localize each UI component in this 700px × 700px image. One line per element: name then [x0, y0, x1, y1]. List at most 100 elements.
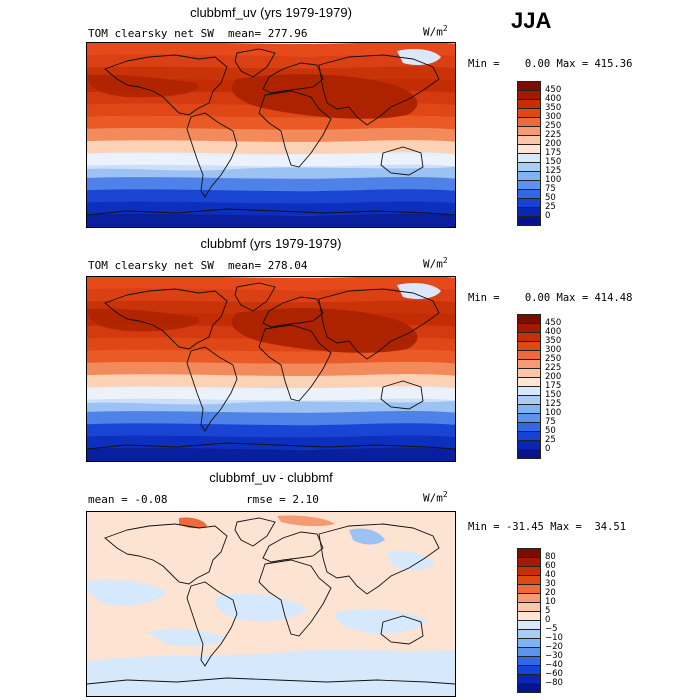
map-region-negative: [147, 629, 227, 646]
colorbar-label: 100: [545, 408, 562, 418]
map-hot-zone: [231, 74, 418, 119]
mean-value: mean= 277.96: [228, 27, 308, 40]
map-band: [87, 54, 455, 69]
map-band: [87, 213, 455, 227]
min-max-readout: Min = 0.00 Max = 414.48: [468, 292, 633, 304]
panel-title: clubbmf_uv (yrs 1979-1979): [190, 5, 352, 20]
coastline-africa: [258, 559, 332, 637]
colorbar-label: −5: [545, 624, 558, 634]
map-ice: [397, 49, 441, 65]
colorbar-label: 10: [545, 597, 556, 607]
colorbar-swatch: [517, 683, 541, 693]
colorbar-label: 80: [545, 552, 556, 562]
colorbar-label: 30: [545, 579, 556, 589]
coastline-south-america: [186, 112, 238, 198]
colorbar-label: 5: [545, 606, 551, 616]
coastline-antarctica: [87, 677, 455, 685]
mean-value: mean= 278.04: [228, 259, 308, 272]
colorbar-label: 20: [545, 588, 556, 598]
panel-title: clubbmf (yrs 1979-1979): [200, 236, 342, 251]
units-label: W/m2: [423, 24, 448, 39]
coastline-australia: [380, 615, 424, 645]
coastline-australia: [380, 380, 424, 410]
colorbar-label: −80: [545, 678, 563, 688]
map-band: [87, 277, 455, 291]
map-transition: [87, 153, 455, 171]
map-region-positive: [277, 515, 335, 527]
colorbar-label: 400: [545, 94, 562, 104]
coastline-europe: [262, 296, 324, 328]
map-band: [87, 115, 455, 130]
map-svg: [87, 277, 455, 461]
map-band: [87, 410, 455, 426]
coastline-south-america: [186, 346, 238, 432]
colorbar-label: −60: [545, 669, 563, 679]
coastline-antarctica: [87, 208, 455, 216]
map-band: [87, 189, 455, 204]
map-hot-zone: [87, 308, 199, 332]
colorbar-label: 75: [545, 184, 556, 194]
coastline-asia: [318, 523, 440, 595]
colorbar-label: 125: [545, 399, 562, 409]
colorbar-label: 0: [545, 615, 551, 625]
coastline-asia: [318, 288, 440, 360]
coastline-greenland: [234, 282, 276, 312]
min-max-readout: Min = 0.00 Max = 415.36: [468, 58, 633, 70]
map-band: [87, 423, 455, 438]
panel-title: clubbmf_uv - clubbmf: [209, 470, 333, 485]
map-region-negative: [214, 593, 307, 622]
colorbar-label: 0: [545, 444, 551, 454]
coastline-asia: [318, 54, 440, 126]
map-band: [87, 349, 455, 364]
map-region-negative: [87, 649, 455, 696]
map-ice: [397, 283, 441, 299]
colorbar-label: 40: [545, 570, 556, 580]
map-band: [87, 66, 455, 81]
colorbar-label: 125: [545, 166, 562, 176]
colorbar-label: 400: [545, 327, 562, 337]
colorbar-label: −40: [545, 660, 563, 670]
min-max-readout: Min = -31.45 Max = 34.51: [468, 521, 627, 533]
colorbar-label: 225: [545, 363, 562, 373]
map-region-negative: [335, 609, 427, 634]
map-band: [87, 300, 455, 315]
mean-value: mean = -0.08: [88, 493, 168, 506]
colorbar-label: 60: [545, 561, 556, 571]
map-band: [87, 447, 455, 461]
colorbar-label: 350: [545, 103, 562, 113]
colorbar-label: 350: [545, 336, 562, 346]
map-transition: [87, 387, 455, 405]
map-region-negative: [387, 550, 435, 571]
map-band: [87, 288, 455, 303]
units-label: W/m2: [423, 256, 448, 271]
colorbar-label: 75: [545, 417, 556, 427]
colorbar-label: 50: [545, 426, 556, 436]
colorbar-label: 175: [545, 148, 562, 158]
map-region-strong-negative: [349, 528, 385, 545]
colorbar-label: 450: [545, 85, 562, 95]
colorbar-label: 300: [545, 345, 562, 355]
coastline-antarctica: [87, 442, 455, 450]
coastline-australia: [380, 146, 424, 176]
colorbar-label: 100: [545, 175, 562, 185]
coastline-europe: [262, 531, 324, 563]
colorbar-swatch: [517, 216, 541, 226]
colorbar-swatch: [517, 449, 541, 459]
variable-name: TOM clearsky net SW: [88, 27, 214, 40]
colorbar-label: 150: [545, 157, 562, 167]
map-plot: [86, 511, 456, 697]
map-band: [87, 127, 455, 143]
map-plot: [86, 276, 456, 462]
colorbar-label: 175: [545, 381, 562, 391]
map-band: [87, 176, 455, 192]
rmse-value: rmse = 2.10: [246, 493, 319, 506]
map-band: [87, 201, 455, 216]
colorbar-label: 250: [545, 121, 562, 131]
coastline-north-america: [104, 523, 228, 585]
colorbar-label: 25: [545, 202, 556, 212]
colorbar-label: 300: [545, 112, 562, 122]
coastline-north-america: [104, 288, 228, 350]
colorbar-label: −10: [545, 633, 563, 643]
colorbar-label: −20: [545, 642, 563, 652]
map-band: [87, 361, 455, 377]
